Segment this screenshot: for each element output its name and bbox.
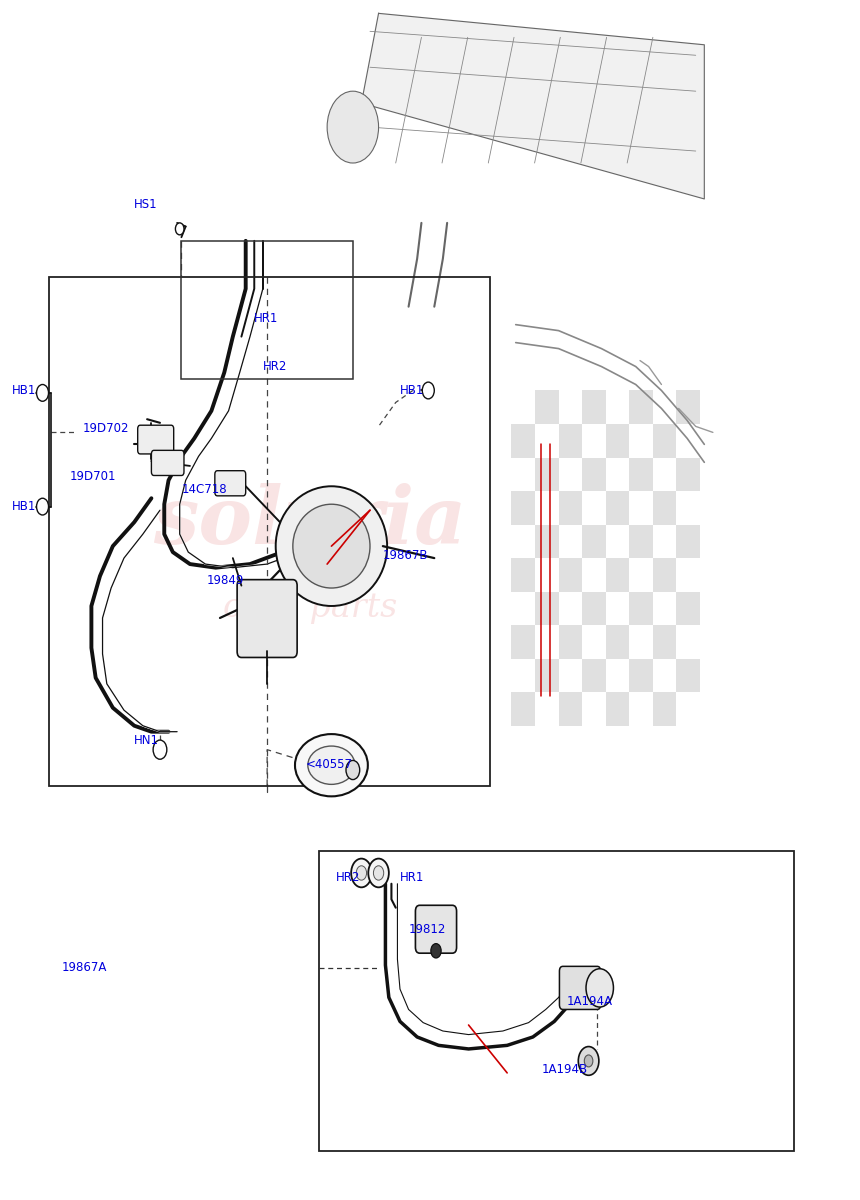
- Circle shape: [586, 968, 613, 1007]
- Circle shape: [351, 858, 372, 887]
- Bar: [630, 457, 653, 491]
- Text: 19867A: 19867A: [61, 961, 107, 974]
- Text: HS1: HS1: [134, 198, 158, 211]
- FancyBboxPatch shape: [415, 905, 457, 953]
- Bar: [677, 659, 700, 692]
- Polygon shape: [361, 13, 704, 199]
- FancyBboxPatch shape: [151, 450, 184, 475]
- Text: HR1: HR1: [255, 312, 279, 325]
- Bar: [605, 491, 630, 524]
- Bar: [582, 659, 605, 692]
- Bar: [605, 692, 630, 726]
- FancyBboxPatch shape: [138, 425, 174, 454]
- Bar: [582, 457, 605, 491]
- Text: soluria: soluria: [153, 484, 467, 560]
- FancyBboxPatch shape: [560, 966, 600, 1009]
- Bar: [512, 625, 535, 659]
- Bar: [559, 558, 582, 592]
- Circle shape: [36, 498, 48, 515]
- Bar: [653, 692, 677, 726]
- Bar: [630, 390, 653, 424]
- Text: 19849: 19849: [207, 575, 244, 587]
- Circle shape: [422, 382, 434, 398]
- Circle shape: [578, 1046, 599, 1075]
- Ellipse shape: [295, 734, 368, 797]
- Text: HB1: HB1: [12, 384, 36, 397]
- Text: <40557: <40557: [305, 757, 353, 770]
- Bar: [630, 592, 653, 625]
- Bar: [677, 592, 700, 625]
- Bar: [605, 625, 630, 659]
- Circle shape: [346, 761, 359, 780]
- Text: 14C718: 14C718: [181, 484, 227, 497]
- Text: HN1: HN1: [134, 733, 159, 746]
- Text: HR1: HR1: [400, 871, 424, 884]
- Ellipse shape: [308, 746, 355, 785]
- Text: 19D702: 19D702: [83, 422, 129, 436]
- Bar: [535, 457, 559, 491]
- Bar: [512, 692, 535, 726]
- Bar: [653, 625, 677, 659]
- Bar: [630, 659, 653, 692]
- Text: 19812: 19812: [408, 923, 446, 936]
- Text: 1A194A: 1A194A: [567, 995, 613, 1008]
- Circle shape: [327, 91, 378, 163]
- Bar: [653, 491, 677, 524]
- Bar: [512, 558, 535, 592]
- Text: 1A194B: 1A194B: [542, 1063, 587, 1076]
- Bar: [582, 390, 605, 424]
- Bar: [512, 424, 535, 457]
- Bar: [677, 390, 700, 424]
- Bar: [535, 524, 559, 558]
- Bar: [582, 524, 605, 558]
- FancyBboxPatch shape: [237, 580, 298, 658]
- Text: 19867B: 19867B: [383, 550, 428, 563]
- Bar: [559, 625, 582, 659]
- Bar: [605, 558, 630, 592]
- Bar: [535, 592, 559, 625]
- Text: HR2: HR2: [263, 360, 287, 373]
- Bar: [605, 424, 630, 457]
- Ellipse shape: [293, 504, 370, 588]
- Bar: [559, 491, 582, 524]
- Text: HR2: HR2: [335, 871, 360, 884]
- Circle shape: [153, 740, 167, 760]
- Circle shape: [584, 1055, 593, 1067]
- Bar: [318, 852, 795, 1151]
- Bar: [48, 277, 490, 786]
- Bar: [535, 659, 559, 692]
- Bar: [512, 491, 535, 524]
- Circle shape: [175, 223, 184, 235]
- Bar: [535, 390, 559, 424]
- Circle shape: [373, 865, 384, 880]
- Text: 19D701: 19D701: [70, 470, 116, 484]
- Ellipse shape: [276, 486, 387, 606]
- Circle shape: [368, 858, 389, 887]
- Circle shape: [356, 865, 366, 880]
- Circle shape: [431, 943, 441, 958]
- Bar: [653, 424, 677, 457]
- Bar: [677, 457, 700, 491]
- Circle shape: [36, 384, 48, 401]
- FancyBboxPatch shape: [215, 470, 246, 496]
- Bar: [653, 558, 677, 592]
- Bar: [630, 524, 653, 558]
- Bar: [559, 424, 582, 457]
- Bar: [582, 592, 605, 625]
- Text: car   parts: car parts: [223, 593, 397, 624]
- Text: HB1: HB1: [12, 500, 36, 514]
- Bar: [181, 241, 353, 378]
- Text: HB1: HB1: [400, 384, 424, 397]
- Bar: [559, 692, 582, 726]
- Bar: [677, 524, 700, 558]
